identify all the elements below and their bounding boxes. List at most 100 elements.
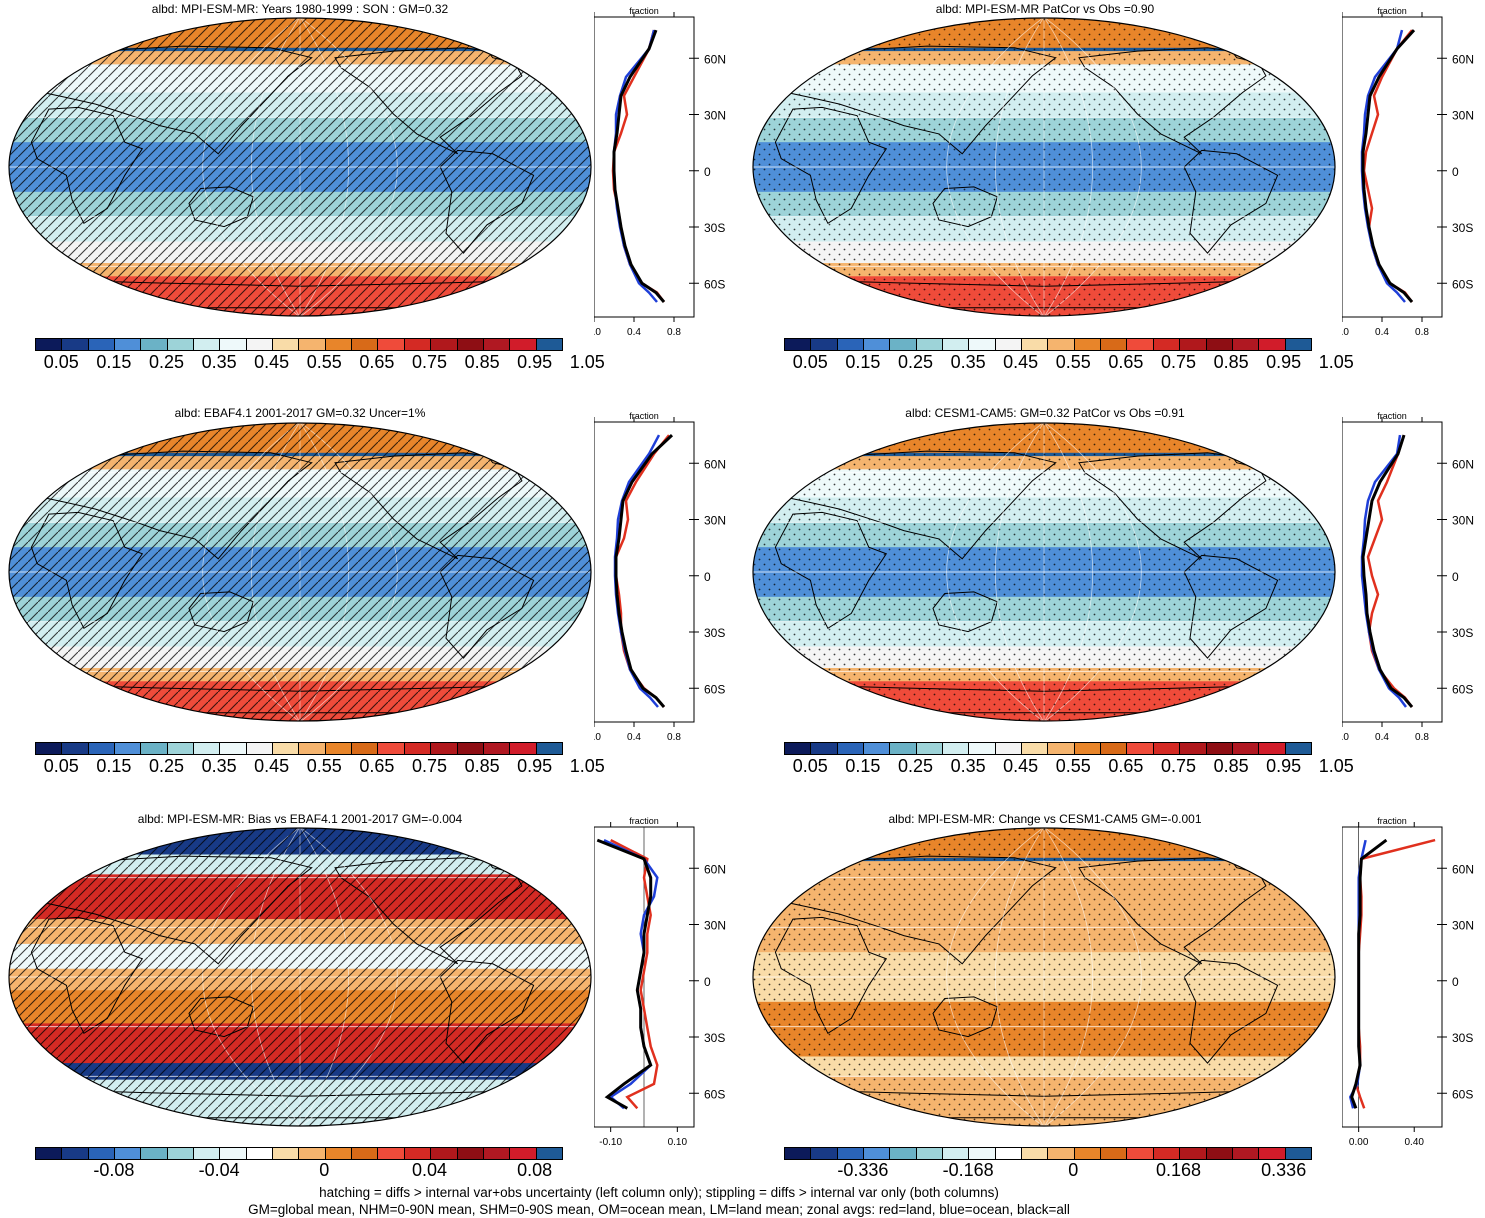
colorbar-swatch <box>483 339 511 350</box>
colorbar-swatch <box>1048 339 1075 350</box>
colorbar-swatch <box>510 1148 537 1159</box>
colorbar-swatch <box>88 743 116 754</box>
zonal-xlabel: fraction <box>1377 816 1407 826</box>
colorbar-swatch <box>115 743 142 754</box>
hatching-overlay <box>9 18 591 316</box>
lat-label: 60N <box>704 457 726 471</box>
colorbar-label: 0.95 <box>1266 352 1302 372</box>
colorbar-swatch <box>1101 339 1128 350</box>
colorbar-swatch <box>352 339 379 350</box>
lat-label: 0 <box>1452 570 1459 584</box>
zonal-xtick-label: 0.4 <box>627 327 641 338</box>
colorbar-swatch <box>1206 743 1233 754</box>
lat-label: 30N <box>1452 514 1474 528</box>
colorbar-label: 0.05 <box>792 352 828 372</box>
colorbar-swatch <box>837 1148 865 1159</box>
zonal-frame <box>1342 16 1443 318</box>
colorbar-label: 0.65 <box>359 352 395 372</box>
lat-label: 30S <box>1452 1031 1473 1045</box>
zonal-plot-p1: fraction 60N 30N 0 30S 60S 0.0 0.4 0.8 <box>594 6 726 338</box>
map-p3 <box>8 422 592 722</box>
map-p6 <box>752 827 1336 1127</box>
lat-label: 0 <box>704 570 711 584</box>
colorbar-label: 0.65 <box>1108 352 1144 372</box>
colorbar-label: 0.85 <box>464 756 500 776</box>
colorbar-swatch <box>299 1148 326 1159</box>
colorbar-swatch <box>194 743 221 754</box>
lat-label: 0 <box>704 165 711 179</box>
colorbar-labels: 0.05 0.15 0.25 0.35 0.45 0.55 0.65 0.75 0.85 0.95… <box>35 352 605 376</box>
panel-title-p3: albd: EBAF4.1 2001-2017 GM=0.32 Uncer=1% <box>174 406 426 420</box>
colorbar-swatch <box>1022 1148 1049 1159</box>
lat-label: 60S <box>704 277 725 291</box>
map-p4 <box>752 422 1336 722</box>
colorbar-swatch <box>536 339 562 350</box>
colorbar-swatch <box>62 743 89 754</box>
lat-label: 60S <box>704 682 725 696</box>
colorbar-swatch <box>1101 743 1128 754</box>
colorbar-swatch <box>916 743 944 754</box>
colorbar-swatch <box>1232 1148 1260 1159</box>
zonal-xtick-label: 0.00 <box>1349 1137 1369 1148</box>
colorbar-swatch <box>404 743 432 754</box>
colorbar-label: 0.45 <box>1003 352 1039 372</box>
map-border <box>752 827 1336 1127</box>
colorbar-swatch <box>246 339 274 350</box>
colorbar-swatch <box>1153 339 1181 350</box>
colorbar-swatch <box>969 1148 996 1159</box>
colorbar-swatch <box>1206 339 1233 350</box>
stippling-overlay <box>753 828 1335 1126</box>
map-p5 <box>8 827 592 1127</box>
colorbar-swatch <box>1180 1148 1207 1159</box>
lat-label: 30S <box>704 221 725 235</box>
colorbar-swatch <box>325 743 353 754</box>
colorbar-label: 0.04 <box>411 1160 448 1180</box>
lat-label: 30N <box>704 919 726 933</box>
lat-label: 30S <box>704 626 725 640</box>
colorbar-labels: 0.05 0.15 0.25 0.35 0.45 0.55 0.65 0.75 0.85 0.95… <box>784 352 1354 376</box>
map-border <box>752 17 1336 317</box>
lat-label: 60N <box>704 862 726 876</box>
colorbar-swatch <box>483 1148 511 1159</box>
zonal-plot-p3: fraction 60N 30N 0 30S 60S 0.0 0.4 0.8 <box>594 411 726 743</box>
colorbar-labels: 0.05 0.15 0.25 0.35 0.45 0.55 0.65 0.75 0.85 0.95… <box>784 756 1354 780</box>
hatching-overlay <box>9 828 591 1126</box>
colorbar-swatch <box>62 339 89 350</box>
colorbar-swatch <box>864 743 891 754</box>
zonal-plot-p5: fraction 60N 30N 0 30S 60S -0.10 0.10 <box>594 816 726 1148</box>
colorbar-label: 0.75 <box>411 756 448 776</box>
colorbar-swatch <box>167 743 195 754</box>
colorbar-swatch <box>785 1148 812 1159</box>
colorbar-swatch <box>1259 1148 1286 1159</box>
lat-label: 0 <box>1452 165 1459 179</box>
colorbar-swatch <box>536 1148 562 1159</box>
colorbar-swatch <box>1206 1148 1233 1159</box>
colorbar-labels: 0.05 0.15 0.25 0.35 0.45 0.55 0.65 0.75 0.85 0.95… <box>35 756 605 780</box>
colorbar-label: 0.336 <box>1261 1160 1307 1180</box>
colorbar-swatch <box>141 743 168 754</box>
zonal-series-all <box>614 434 674 708</box>
colorbar-swatch <box>115 339 142 350</box>
colorbar-swatch <box>325 1148 353 1159</box>
colorbar-label: 0 <box>319 1160 330 1180</box>
colorbar-swatch <box>890 1148 917 1159</box>
colorbar-label: 0.55 <box>306 756 342 776</box>
colorbar-swatch <box>890 743 917 754</box>
colorbar-swatch <box>88 1148 116 1159</box>
colorbar-swatch <box>785 339 812 350</box>
colorbar-label: 0.08 <box>517 1160 553 1180</box>
zonal-series-all <box>1350 838 1388 1109</box>
colorbar-label: 1.05 <box>569 756 605 776</box>
colorbar-swatch <box>352 1148 379 1159</box>
colorbar-label: 0.15 <box>845 352 881 372</box>
lat-label: 30N <box>1452 109 1474 123</box>
colorbar-label: 0.55 <box>306 352 342 372</box>
map-border <box>752 422 1336 722</box>
colorbar-label: 0.25 <box>148 352 185 372</box>
colorbar-swatch <box>273 743 300 754</box>
colorbar-swatch <box>943 1148 970 1159</box>
lat-label: 60S <box>1452 277 1473 291</box>
colorbar-swatch <box>1127 339 1154 350</box>
colorbar-label: 0.45 <box>254 756 290 776</box>
colorbar-swatch <box>943 743 970 754</box>
